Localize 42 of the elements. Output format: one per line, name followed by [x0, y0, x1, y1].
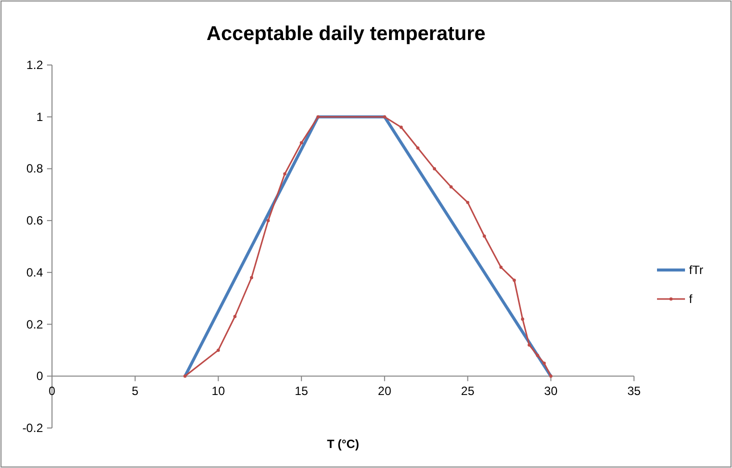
x-axis-title: T (°C)	[326, 437, 360, 451]
point	[216, 348, 220, 352]
legend-label: fTr	[689, 263, 704, 277]
point	[300, 141, 304, 144]
point	[542, 362, 546, 365]
x-tick-label: 20	[378, 384, 392, 398]
point	[549, 374, 552, 378]
point	[482, 234, 486, 238]
point	[449, 185, 453, 188]
y-tick-label: 0	[36, 369, 44, 384]
y-tick-label: 0.4	[26, 265, 44, 280]
x-tick-label: 30	[544, 384, 558, 398]
chart-title: Acceptable daily temperature	[206, 23, 486, 45]
point	[283, 172, 286, 176]
legend-label: f	[689, 292, 693, 306]
x-tick-label: 15	[294, 384, 308, 398]
y-tick-label: 0.6	[26, 214, 44, 228]
x-tick-label: 5	[132, 384, 139, 398]
x-tick-label: 0	[48, 384, 56, 398]
point	[400, 126, 403, 129]
point	[382, 115, 386, 118]
y-tick-label: 0.2	[26, 317, 44, 332]
point	[432, 167, 436, 170]
x-tick-label: 35	[627, 384, 641, 398]
point	[512, 278, 516, 282]
y-tick-label: 0.8	[26, 162, 44, 176]
point	[183, 374, 187, 378]
y-tick-label: 1	[36, 110, 44, 124]
point	[316, 115, 320, 118]
point	[416, 146, 420, 150]
point	[536, 354, 540, 357]
y-tick-label: -0.2	[22, 421, 44, 435]
point	[266, 218, 270, 222]
point	[528, 343, 531, 347]
point	[466, 200, 470, 204]
point	[250, 276, 254, 280]
point	[520, 318, 524, 321]
x-tick-label: 10	[212, 384, 226, 398]
point	[233, 314, 237, 318]
y-tick-label: 1.2	[26, 58, 44, 72]
x-tick-label: 25	[461, 384, 475, 398]
point	[499, 266, 503, 269]
